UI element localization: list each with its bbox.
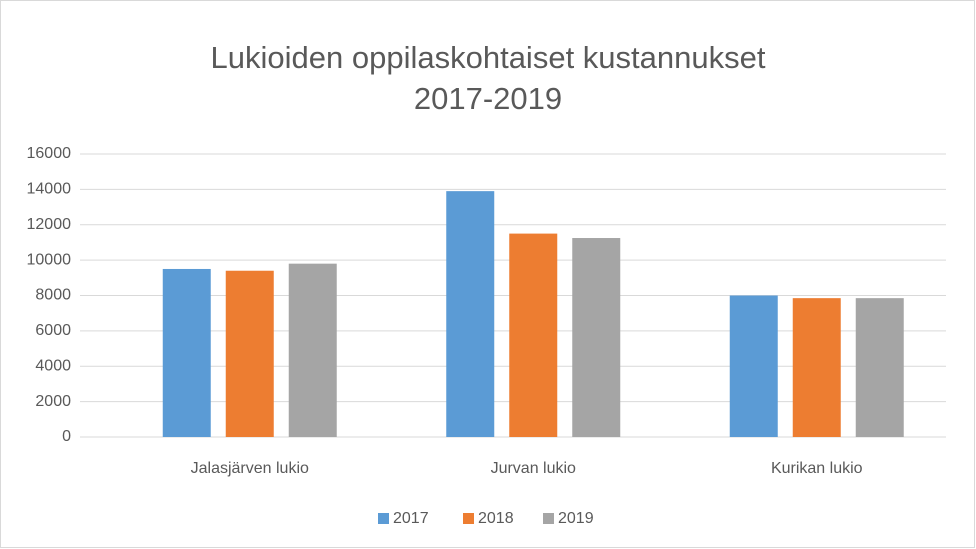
x-tick-label: Kurikan lukio: [771, 460, 863, 477]
x-tick-label: Jurvan lukio: [491, 460, 576, 477]
chart-title: 2017-2019: [414, 81, 562, 116]
y-tick-label: 10000: [27, 251, 72, 268]
legend-label: 2019: [558, 510, 594, 527]
bar: [446, 191, 495, 437]
legend-swatch: [378, 513, 389, 524]
bar: [855, 298, 904, 437]
y-tick-label: 4000: [35, 357, 71, 374]
y-tick-label: 2000: [35, 393, 71, 410]
legend-label: 2017: [393, 510, 429, 527]
y-tick-label: 8000: [35, 287, 71, 304]
bar: [162, 268, 211, 437]
y-tick-label: 16000: [27, 145, 72, 162]
legend-swatch: [463, 513, 474, 524]
y-tick-label: 12000: [27, 216, 72, 233]
bar: [572, 238, 621, 437]
bar: [729, 295, 778, 437]
x-tick-label: Jalasjärven lukio: [191, 460, 309, 477]
y-tick-label: 14000: [27, 181, 72, 198]
legend-swatch: [543, 513, 554, 524]
legend-label: 2018: [478, 510, 514, 527]
chart-title: Lukioiden oppilaskohtaiset kustannukset: [211, 40, 766, 75]
y-tick-label: 6000: [35, 322, 71, 339]
bar: [288, 263, 337, 437]
bar: [509, 233, 558, 437]
y-tick-label: 0: [62, 428, 71, 445]
bar: [225, 270, 274, 437]
bar: [792, 298, 841, 437]
